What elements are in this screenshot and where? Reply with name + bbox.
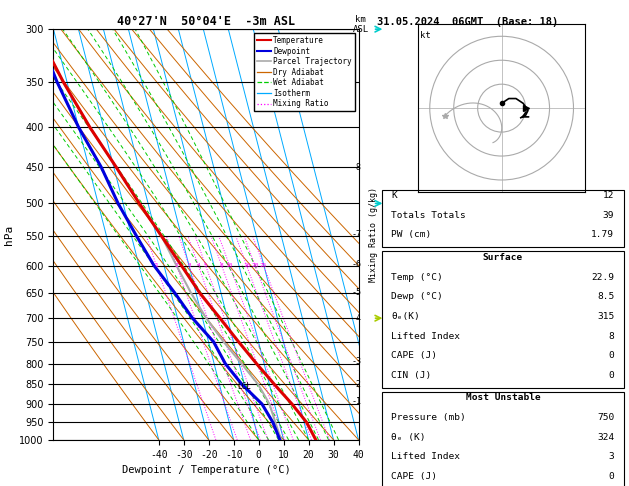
- Text: 2: 2: [175, 263, 179, 268]
- Text: 8.5: 8.5: [597, 292, 615, 301]
- Text: Totals Totals: Totals Totals: [391, 210, 466, 220]
- Text: 3: 3: [608, 452, 615, 461]
- Text: 10: 10: [226, 263, 233, 268]
- Text: -2: -2: [352, 380, 361, 389]
- Text: -4: -4: [352, 313, 361, 323]
- Text: Mixing Ratio (g/kg): Mixing Ratio (g/kg): [369, 187, 378, 282]
- Text: PW (cm): PW (cm): [391, 230, 431, 239]
- Text: 8: 8: [220, 263, 223, 268]
- Text: Temp (°C): Temp (°C): [391, 273, 443, 281]
- Text: -5: -5: [352, 288, 361, 297]
- Text: Most Unstable: Most Unstable: [465, 393, 540, 402]
- Title: 40°27'N  50°04'E  -3m ASL: 40°27'N 50°04'E -3m ASL: [117, 15, 295, 28]
- Text: 16: 16: [243, 263, 250, 268]
- Text: θₑ(K): θₑ(K): [391, 312, 420, 321]
- Text: 20: 20: [252, 263, 259, 268]
- Text: Lifted Index: Lifted Index: [391, 452, 460, 461]
- Text: LCL: LCL: [237, 382, 252, 391]
- Text: 3: 3: [187, 263, 191, 268]
- Text: 31.05.2024  06GMT  (Base: 18): 31.05.2024 06GMT (Base: 18): [377, 17, 559, 27]
- Text: 25: 25: [260, 263, 267, 268]
- Text: -6: -6: [352, 260, 361, 269]
- Text: -7: -7: [352, 230, 361, 239]
- Text: ASL: ASL: [352, 25, 369, 34]
- Text: kt: kt: [420, 32, 431, 40]
- Text: 1: 1: [155, 263, 159, 268]
- Text: 0: 0: [608, 472, 615, 481]
- Text: θₑ (K): θₑ (K): [391, 433, 426, 442]
- Text: 39: 39: [603, 210, 615, 220]
- Y-axis label: hPa: hPa: [4, 225, 14, 244]
- Bar: [382, 190, 624, 247]
- Text: -3: -3: [352, 357, 361, 366]
- Legend: Temperature, Dewpoint, Parcel Trajectory, Dry Adiabat, Wet Adiabat, Isotherm, Mi: Temperature, Dewpoint, Parcel Trajectory…: [254, 33, 355, 111]
- Text: Lifted Index: Lifted Index: [391, 331, 460, 341]
- Text: 1.79: 1.79: [591, 230, 615, 239]
- Text: Surface: Surface: [483, 253, 523, 262]
- Bar: [382, 251, 624, 387]
- Text: 324: 324: [597, 433, 615, 442]
- Text: 0: 0: [608, 351, 615, 360]
- Text: 8: 8: [608, 331, 615, 341]
- Text: 12: 12: [603, 191, 615, 200]
- Text: CAPE (J): CAPE (J): [391, 351, 438, 360]
- Text: 0: 0: [608, 371, 615, 380]
- Text: 4: 4: [196, 263, 200, 268]
- Text: 5: 5: [204, 263, 208, 268]
- Text: Pressure (mb): Pressure (mb): [391, 413, 466, 422]
- Text: 22.9: 22.9: [591, 273, 615, 281]
- Text: km: km: [355, 15, 366, 24]
- Bar: [382, 392, 624, 486]
- Text: CAPE (J): CAPE (J): [391, 472, 438, 481]
- Text: CIN (J): CIN (J): [391, 371, 431, 380]
- Text: 315: 315: [597, 312, 615, 321]
- Text: Dewp (°C): Dewp (°C): [391, 292, 443, 301]
- Text: -1: -1: [352, 398, 361, 406]
- Text: 750: 750: [597, 413, 615, 422]
- X-axis label: Dewpoint / Temperature (°C): Dewpoint / Temperature (°C): [121, 465, 291, 475]
- Text: -8: -8: [352, 163, 361, 172]
- Text: K: K: [391, 191, 398, 200]
